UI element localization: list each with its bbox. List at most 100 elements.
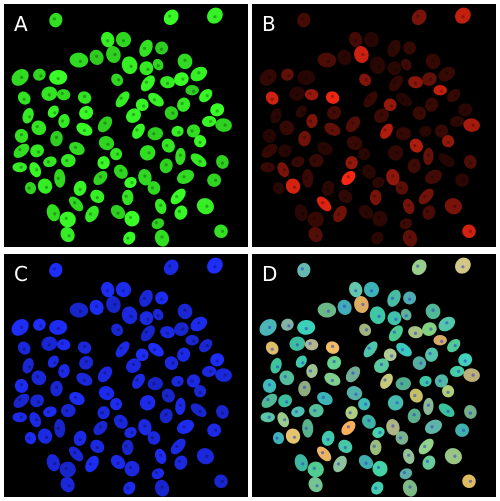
nucleolus bbox=[376, 215, 381, 220]
nucleolus bbox=[44, 435, 49, 439]
nucleus bbox=[395, 181, 409, 195]
nucleus bbox=[30, 394, 44, 408]
nucleus bbox=[433, 334, 447, 346]
nucleus bbox=[60, 477, 75, 493]
nucleus bbox=[316, 446, 332, 462]
nucleus bbox=[297, 12, 311, 28]
nucleolus bbox=[98, 425, 102, 429]
nucleolus bbox=[116, 461, 120, 465]
nucleolus bbox=[267, 165, 271, 169]
nucleus bbox=[442, 135, 455, 148]
nucleolus bbox=[78, 309, 82, 313]
nucleus bbox=[139, 395, 156, 411]
nucleolus bbox=[343, 54, 347, 58]
nucleolus bbox=[152, 98, 157, 102]
nucleus bbox=[207, 423, 221, 437]
nucleus bbox=[111, 73, 124, 86]
nucleus bbox=[123, 481, 136, 495]
nucleolus bbox=[400, 98, 405, 102]
nucleolus bbox=[37, 150, 41, 154]
nucleolus bbox=[419, 361, 423, 365]
nucleus bbox=[317, 392, 333, 406]
nucleus bbox=[262, 128, 277, 143]
nucleolus bbox=[84, 110, 88, 114]
nucleus bbox=[58, 113, 70, 129]
nucleus bbox=[295, 355, 307, 368]
nucleus bbox=[346, 136, 363, 151]
nucleolus bbox=[83, 344, 87, 348]
nucleus bbox=[302, 169, 314, 188]
nucleolus bbox=[336, 212, 341, 216]
nucleolus bbox=[171, 361, 175, 365]
nucleolus bbox=[304, 176, 308, 180]
nucleolus bbox=[56, 327, 60, 331]
nucleolus bbox=[95, 54, 99, 58]
nucleolus bbox=[321, 451, 325, 455]
nucleolus bbox=[425, 459, 429, 463]
nucleolus bbox=[361, 52, 365, 57]
nucleolus bbox=[374, 236, 378, 240]
nucleolus bbox=[343, 304, 347, 308]
nucleus bbox=[110, 454, 126, 470]
nucleus bbox=[412, 106, 427, 120]
nucleolus bbox=[400, 382, 404, 386]
nucleolus bbox=[47, 93, 51, 97]
nucleus bbox=[279, 120, 295, 136]
nucleus bbox=[177, 347, 191, 362]
nucleolus bbox=[165, 144, 169, 148]
nucleolus bbox=[287, 74, 291, 78]
nucleolus bbox=[129, 314, 133, 318]
nucleolus bbox=[22, 97, 26, 101]
nucleolus bbox=[429, 327, 433, 331]
nucleolus bbox=[178, 153, 182, 157]
nucleolus bbox=[267, 383, 272, 387]
nucleolus bbox=[369, 289, 374, 293]
nucleolus bbox=[379, 362, 384, 367]
nucleolus bbox=[103, 371, 107, 375]
nucleolus bbox=[213, 15, 217, 19]
nucleus bbox=[124, 426, 137, 439]
nucleolus bbox=[190, 379, 194, 383]
nucleolus bbox=[440, 89, 444, 93]
nucleolus bbox=[426, 153, 430, 157]
nucleus bbox=[304, 89, 319, 101]
nucleolus bbox=[181, 327, 185, 331]
nucleus bbox=[12, 162, 27, 173]
nucleolus bbox=[143, 174, 147, 178]
nucleus bbox=[47, 105, 59, 118]
nucleus bbox=[289, 86, 306, 101]
nucleus bbox=[41, 336, 58, 351]
nucleolus bbox=[395, 151, 399, 155]
nucleus bbox=[196, 448, 214, 465]
nucleus bbox=[400, 58, 412, 71]
nucleolus bbox=[46, 160, 51, 164]
nucleolus bbox=[213, 265, 217, 269]
nucleus bbox=[124, 210, 140, 227]
nucleus bbox=[306, 113, 318, 129]
nucleolus bbox=[398, 186, 402, 190]
nucleus bbox=[59, 211, 76, 228]
nucleolus bbox=[453, 94, 457, 98]
nucleolus bbox=[428, 101, 432, 106]
nucleolus bbox=[365, 78, 369, 82]
nucleolus bbox=[73, 451, 77, 455]
nucleolus bbox=[53, 361, 57, 365]
nucleolus bbox=[266, 148, 270, 152]
nucleolus bbox=[22, 347, 26, 351]
nucleolus bbox=[426, 403, 430, 407]
nucleolus bbox=[88, 462, 93, 466]
nucleolus bbox=[374, 486, 378, 490]
nucleus bbox=[106, 295, 121, 314]
nucleus bbox=[371, 231, 384, 245]
nucleus bbox=[196, 198, 214, 215]
nucleolus bbox=[147, 151, 151, 155]
nucleolus bbox=[457, 369, 461, 373]
nucleolus bbox=[183, 308, 187, 312]
nucleus bbox=[297, 262, 311, 278]
nucleolus bbox=[331, 94, 335, 98]
nucleus bbox=[97, 366, 113, 383]
nucleus bbox=[159, 158, 173, 174]
nucleolus bbox=[461, 15, 465, 19]
nucleus bbox=[77, 341, 92, 354]
nucleolus bbox=[372, 194, 376, 198]
